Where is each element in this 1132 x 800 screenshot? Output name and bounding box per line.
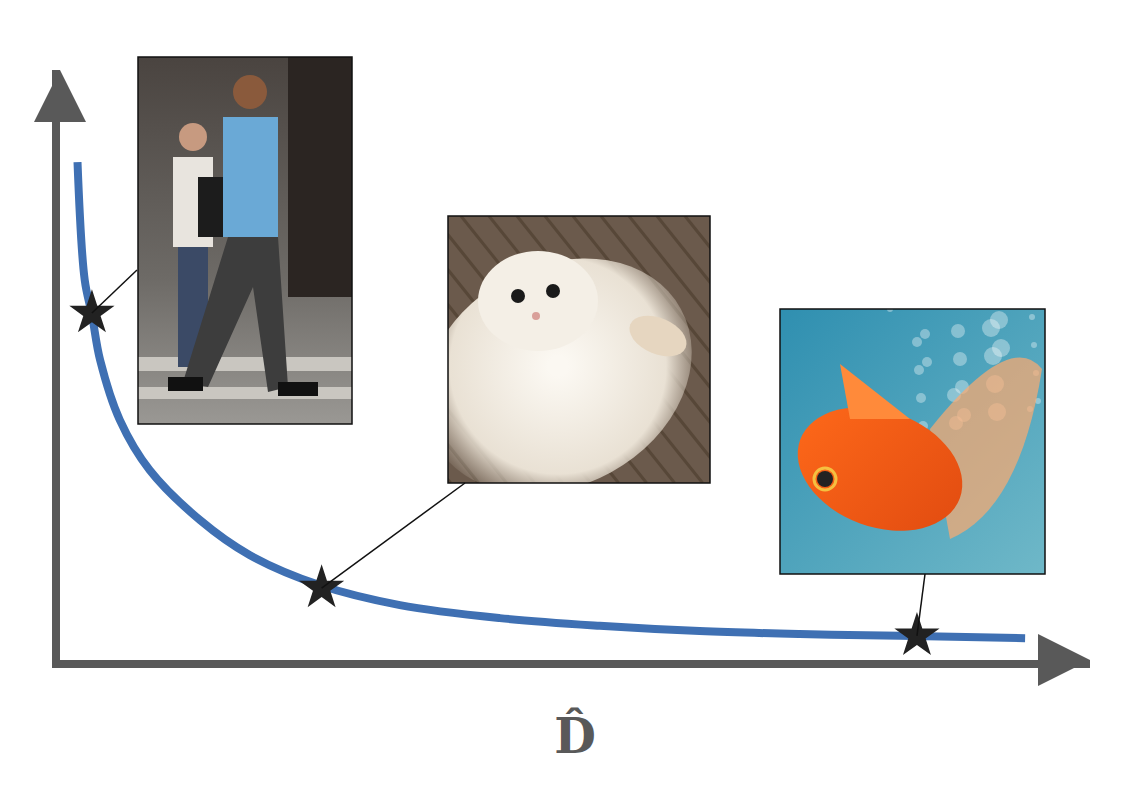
svg-text:D̂: D̂ xyxy=(554,707,596,764)
